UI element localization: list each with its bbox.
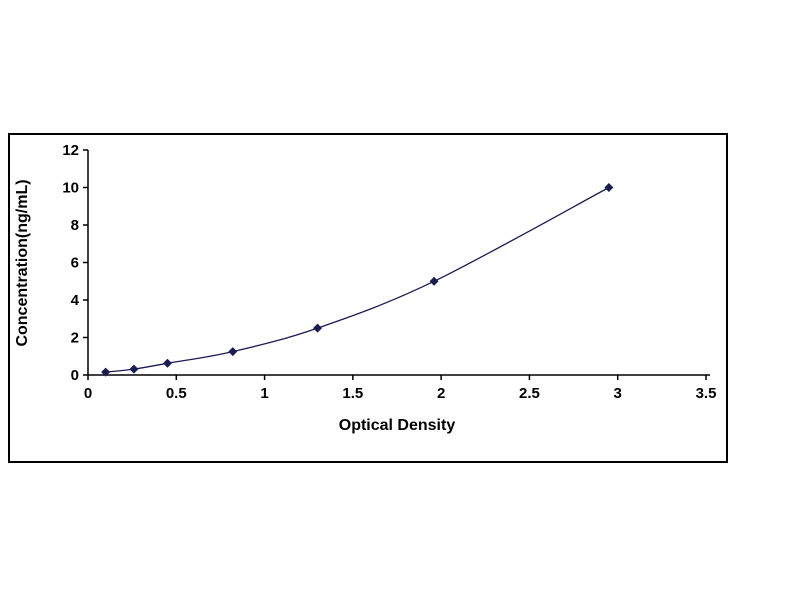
x-tick-label: 0.5 <box>166 385 187 402</box>
y-tick-label: 6 <box>71 255 79 272</box>
chart-frame-border <box>8 133 728 463</box>
y-tick-label: 10 <box>62 180 79 197</box>
y-tick-label: 4 <box>71 292 80 309</box>
x-tick-label: 1.5 <box>342 385 363 402</box>
data-point-marker <box>101 367 111 377</box>
x-tick-label: 1 <box>260 385 268 402</box>
data-point-marker <box>129 364 139 374</box>
y-tick-label: 12 <box>62 142 79 159</box>
x-axis-title: Optical Density <box>339 417 456 434</box>
x-tick-label: 3.5 <box>696 385 717 402</box>
x-axis-ticks: 0 0.5 1 1.5 2 2.5 3 3.5 <box>84 375 717 402</box>
x-tick-label: 2 <box>437 385 445 402</box>
data-point-markers <box>101 183 614 377</box>
data-point-marker <box>604 183 614 192</box>
data-point-marker <box>313 323 323 333</box>
data-point-marker <box>228 347 238 357</box>
y-tick-label: 8 <box>71 217 79 234</box>
data-point-marker <box>429 276 439 286</box>
standard-curve-line <box>105 186 610 373</box>
x-tick-label: 2.5 <box>519 385 540 402</box>
y-axis-ticks: 0 2 4 6 8 10 12 <box>62 142 88 384</box>
y-axis-title: Concentration(ng/mL) <box>14 179 31 346</box>
data-point-marker <box>162 358 172 368</box>
y-tick-label: 2 <box>71 330 79 347</box>
y-tick-label: 0 <box>71 367 79 384</box>
x-tick-label: 3 <box>614 385 622 402</box>
x-tick-label: 0 <box>84 385 92 402</box>
